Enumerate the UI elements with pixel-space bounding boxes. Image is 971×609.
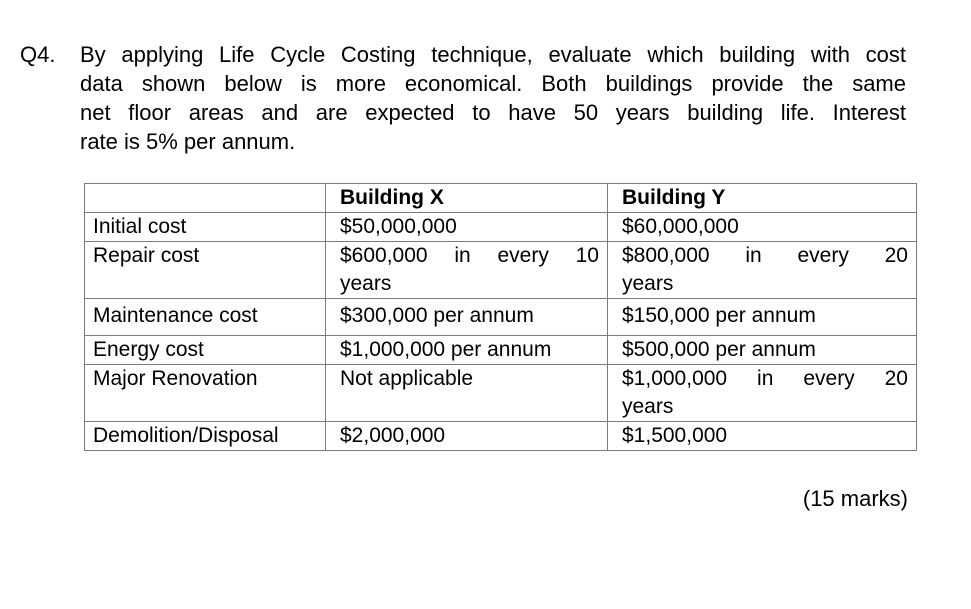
cell-building-y: $500,000 per annum [607,335,917,365]
question-line: rate is 5% per annum. [80,129,296,154]
cell-building-x: $600,000 in every 10 years [325,241,608,299]
row-label: Repair cost [84,241,326,299]
header-building-x: Building X [325,183,608,213]
cell-building-y: $1,500,000 [607,421,917,451]
cell-line: years [622,272,674,295]
row-label: Energy cost [84,335,326,365]
table-row: Demolition/Disposal $2,000,000 $1,500,00… [84,421,917,451]
cell-building-x: $50,000,000 [325,212,608,242]
marks-label: (15 marks) [802,486,908,511]
cell-building-y: $60,000,000 [607,212,917,242]
row-label: Major Renovation [84,364,326,422]
table-row: Major Renovation Not applicable $1,000,0… [84,364,917,422]
row-label: Initial cost [84,212,326,242]
cell-line: years [340,272,392,295]
cell-building-x: $1,000,000 per annum [325,335,608,365]
question-number: Q4. [20,42,56,67]
table-row: Maintenance cost $300,000 per annum $150… [84,298,917,336]
question-line: By applying Life Cycle Costing technique… [80,42,906,67]
row-label: Demolition/Disposal [84,421,326,451]
header-building-y: Building Y [607,183,917,213]
question-line: data shown below is more economical. Bot… [80,71,906,96]
cell-building-x: $2,000,000 [325,421,608,451]
question-text: By applying Life Cycle Costing technique… [80,40,906,156]
question-line: net floor areas and are expected to have… [80,100,906,125]
table-header-row: Building X Building Y [84,183,917,213]
cell-line: $800,000 in every 20 [622,244,908,267]
table-row: Repair cost $600,000 in every 10 years $… [84,241,917,299]
cost-table: Building X Building Y Initial cost $50,0… [84,183,917,451]
cell-building-x: Not applicable [325,364,608,422]
cell-line: years [622,395,674,418]
row-label: Maintenance cost [84,298,326,336]
cell-building-y: $150,000 per annum [607,298,917,336]
header-empty [84,183,326,213]
table-row: Energy cost $1,000,000 per annum $500,00… [84,335,917,365]
table-row: Initial cost $50,000,000 $60,000,000 [84,212,917,242]
cell-building-x: $300,000 per annum [325,298,608,336]
cell-building-y: $800,000 in every 20 years [607,241,917,299]
cell-line: $600,000 in every 10 [340,244,599,267]
cell-line: $1,000,000 in every 20 [622,367,908,390]
cell-building-y: $1,000,000 in every 20 years [607,364,917,422]
